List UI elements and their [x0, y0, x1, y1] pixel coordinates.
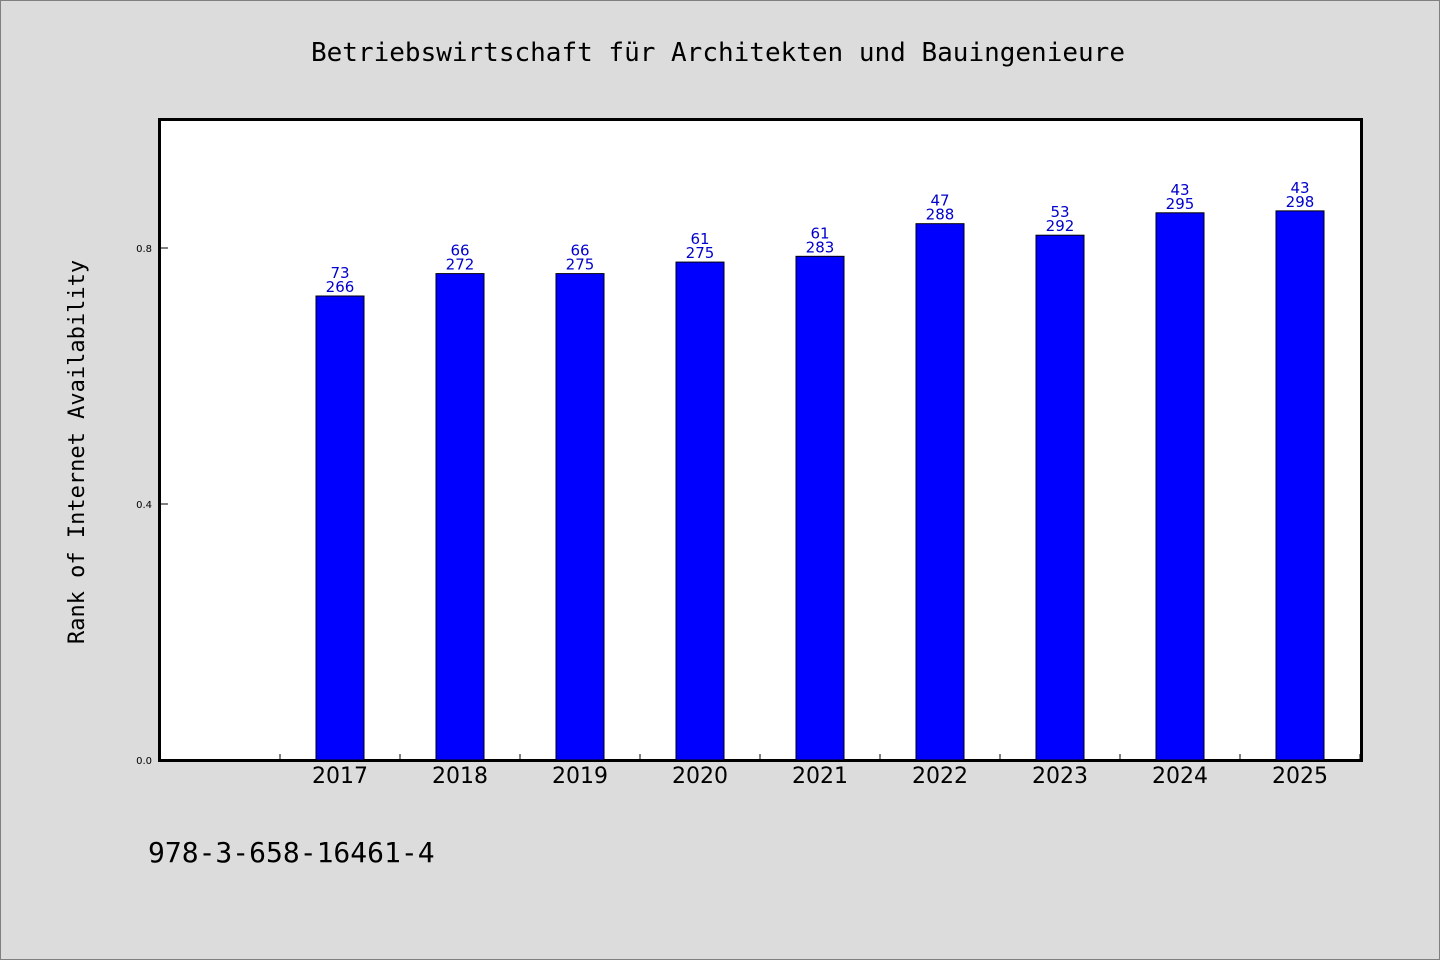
data-label-bottom: 272 — [446, 256, 475, 274]
data-label-top: 53 — [1050, 203, 1069, 221]
data-label-bottom: 298 — [1286, 193, 1315, 211]
data-label-bottom: 292 — [1046, 217, 1075, 235]
bar-2019 — [555, 273, 605, 761]
x-tick-label: 2020 — [672, 764, 728, 789]
y-tick-label: 0.0 — [136, 756, 152, 767]
x-tick-label: 2017 — [312, 764, 368, 789]
data-label-bottom: 266 — [326, 278, 355, 296]
x-tick-label: 2019 — [552, 764, 608, 789]
bar-2020 — [675, 261, 725, 761]
y-tick-label: 0.8 — [136, 244, 152, 255]
data-label-top: 66 — [450, 242, 469, 260]
x-tick-label: 2021 — [792, 764, 848, 789]
isbn-text: 978-3-658-16461-4 — [148, 836, 435, 869]
x-tick-label: 2025 — [1272, 764, 1328, 789]
y-axis-label: Rank of Internet Availability — [65, 260, 90, 644]
y-tick-label: 0.4 — [136, 500, 152, 511]
data-label-top: 43 — [1170, 181, 1189, 199]
x-tick-label: 2023 — [1032, 764, 1088, 789]
data-label-top: 43 — [1290, 179, 1309, 197]
bar-2025 — [1275, 210, 1325, 761]
data-label-bottom: 295 — [1166, 195, 1195, 213]
data-label-bottom: 275 — [566, 256, 595, 274]
y-axis: 0.0 0.4 0.8 — [136, 244, 168, 767]
data-label-bottom: 275 — [686, 244, 715, 262]
x-tick-label: 2018 — [432, 764, 488, 789]
x-tick-label: 2022 — [912, 764, 968, 789]
data-label-bottom: 283 — [806, 238, 835, 256]
data-label-top: 47 — [930, 192, 949, 210]
bar-2017 — [315, 295, 365, 761]
data-label-top: 73 — [330, 264, 349, 282]
bar-2021 — [795, 255, 845, 761]
data-label-top: 61 — [690, 230, 709, 248]
bar-series — [315, 210, 1325, 761]
x-tick-label: 2024 — [1152, 764, 1208, 789]
bar-2022 — [915, 223, 965, 761]
data-label-top: 66 — [570, 242, 589, 260]
bar-2018 — [435, 273, 485, 761]
x-axis: 2017 2018 2019 2020 2021 2022 2023 2024 2025 — [279, 754, 1361, 789]
chart-title: Betriebswirtschaft für Architekten und B… — [311, 38, 1125, 68]
data-label-bottom: 288 — [926, 206, 955, 224]
data-label-top: 61 — [810, 224, 829, 242]
bar-2023 — [1035, 234, 1085, 761]
bar-2024 — [1155, 212, 1205, 761]
